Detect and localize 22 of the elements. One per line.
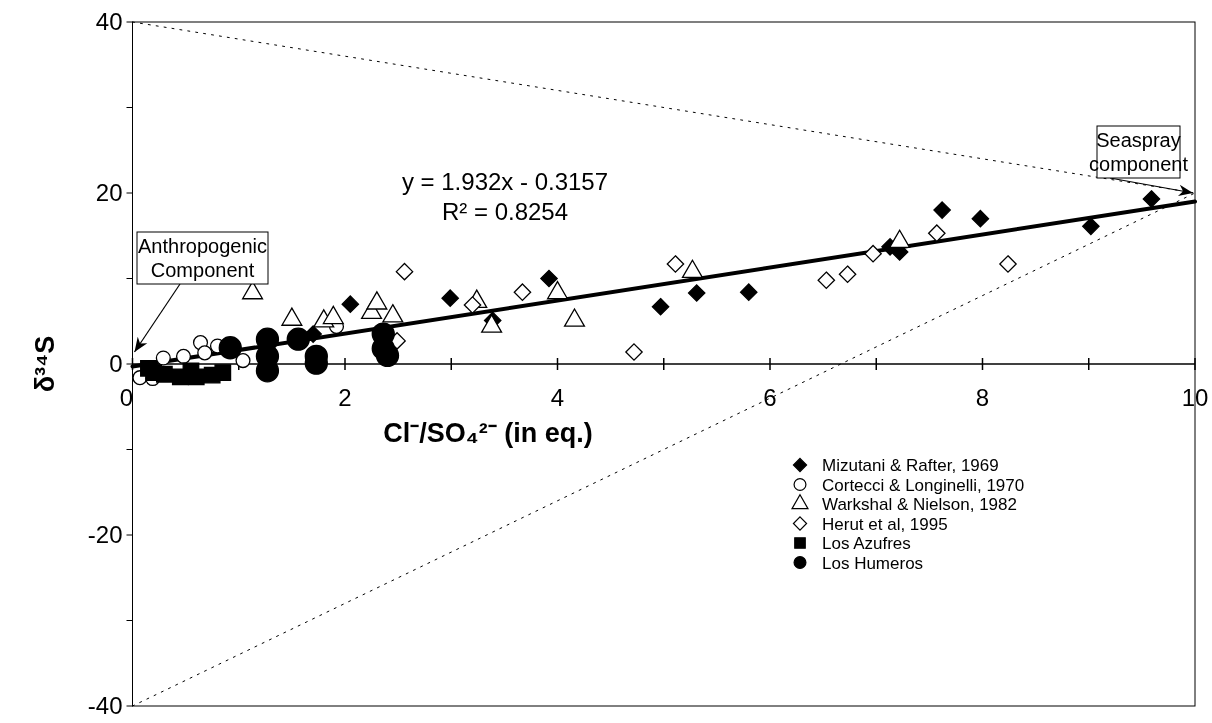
x-axis-title: Cl⁻/SO₄²⁻ (in eq.) [383, 418, 593, 448]
y-tick-label: 0 [109, 350, 123, 377]
x-tick-label: 10 [1181, 384, 1209, 411]
y-axis-title: δ³⁴S [30, 335, 60, 393]
y-tick-label: 20 [95, 179, 123, 206]
x-tick-label: 4 [550, 384, 565, 411]
annotation: Seaspray component [1089, 129, 1189, 175]
x-tick-label: 2 [338, 384, 352, 411]
annotation: Anthropogenic Component [138, 235, 267, 281]
x-tick-label: 8 [975, 384, 990, 411]
legend-label: Warkshal & Nielson, 1982 [822, 495, 1017, 514]
legend-label: Los Azufres [822, 534, 911, 553]
legend-label: Cortecci & Longinelli, 1970 [822, 475, 1025, 495]
y-tick-label: -20 [87, 521, 123, 548]
legend-label: Herut et al, 1995 [822, 514, 948, 534]
y-tick-label: -40 [87, 692, 123, 719]
annotation: R² = 0.8254 [441, 198, 569, 225]
annotation: y = 1.932x - 0.3157 [401, 168, 609, 195]
x-tick-label: 6 [763, 384, 777, 411]
legend-label: Mizutani & Rafter, 1969 [822, 456, 999, 475]
y-tick-label: 40 [95, 8, 123, 35]
legend-label: Los Humeros [822, 553, 924, 573]
